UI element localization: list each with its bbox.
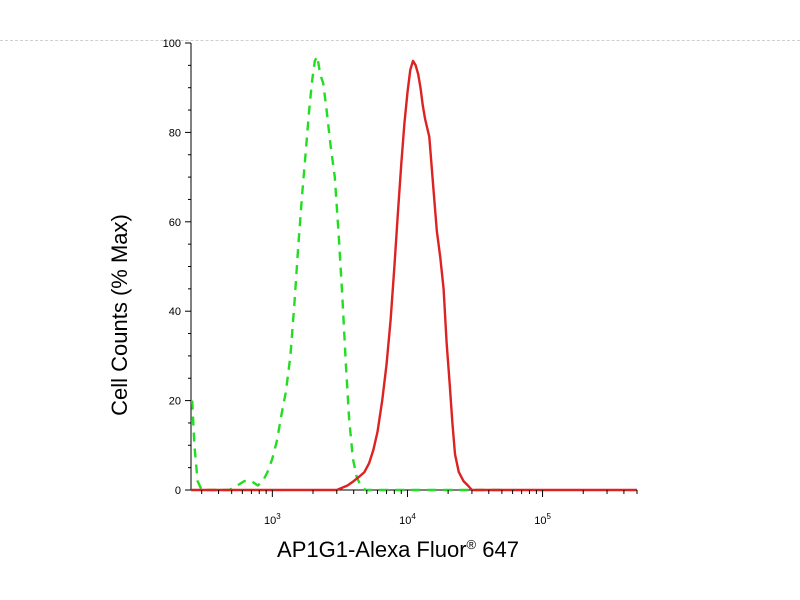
top-divider <box>0 40 800 41</box>
x-axis-label-text: AP1G1-Alexa Fluor <box>277 537 467 562</box>
x-tick-label: 104 <box>399 512 416 527</box>
y-axis-label: Cell Counts (% Max) <box>107 214 132 416</box>
y-tick-label: 60 <box>169 217 181 229</box>
y-tick-label: 80 <box>169 127 181 139</box>
x-tick-base: 10 <box>534 515 546 527</box>
y-tick-label: 100 <box>163 38 181 50</box>
x-tick-label: 105 <box>534 512 551 527</box>
x-tick-label: 103 <box>264 512 281 527</box>
x-tick-base: 10 <box>264 515 276 527</box>
x-tick-exponent: 4 <box>411 512 416 521</box>
series-lines <box>191 55 637 492</box>
sample-histogram-line <box>191 59 637 492</box>
x-axis-label: AP1G1-Alexa Fluor® 647 <box>277 537 519 562</box>
axes <box>190 43 637 491</box>
x-tick-exponent: 3 <box>276 512 281 521</box>
y-tick-label: 0 <box>175 485 181 497</box>
x-axis-label-suffix: 647 <box>476 537 519 562</box>
x-axis-label-superscript: ® <box>467 537 477 552</box>
y-tick-label: 20 <box>169 396 181 408</box>
y-tick-label: 40 <box>169 306 181 318</box>
x-tick-exponent: 5 <box>546 512 551 521</box>
control-histogram-line <box>191 55 502 492</box>
x-tick-base: 10 <box>399 515 411 527</box>
